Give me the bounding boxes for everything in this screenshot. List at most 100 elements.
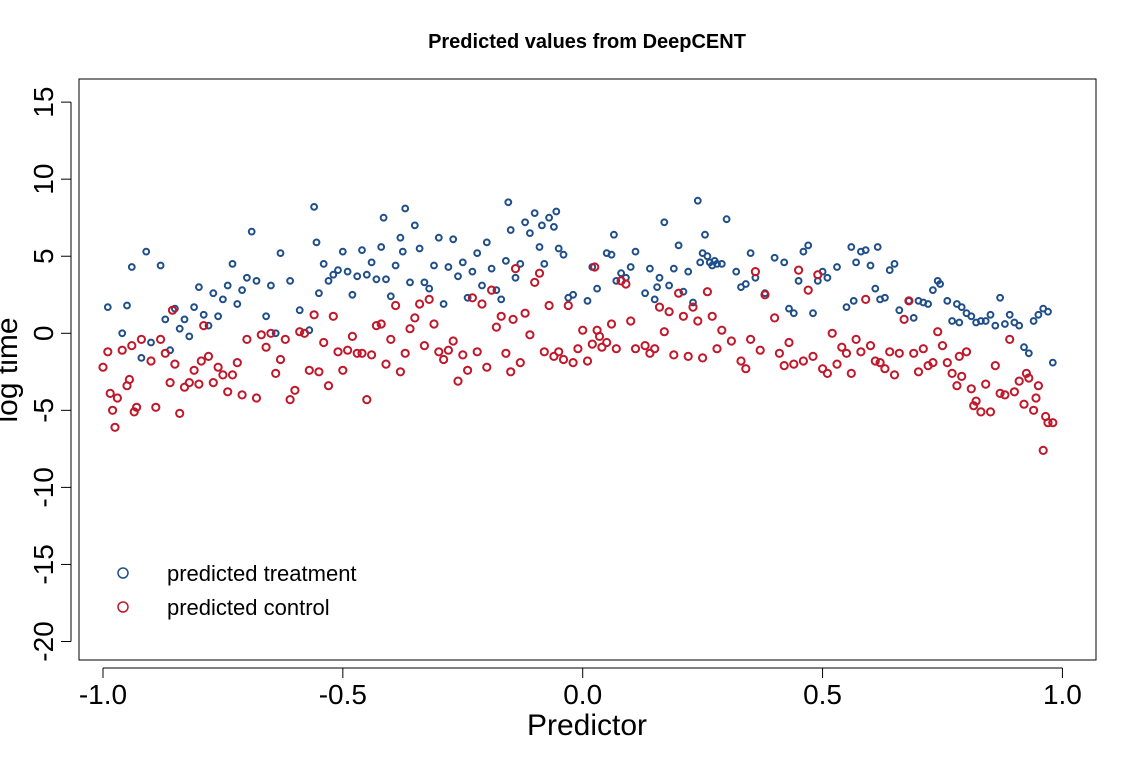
data-point [684, 267, 693, 276]
data-point [626, 263, 635, 271]
data-point [525, 330, 535, 340]
data-point [190, 303, 199, 312]
data-point [275, 354, 286, 365]
data-point [103, 347, 113, 357]
data-point [918, 344, 928, 354]
data-point [443, 345, 453, 355]
data-point [794, 265, 804, 275]
data-point [678, 311, 689, 321]
data-point [750, 267, 761, 277]
data-point [323, 381, 334, 391]
data-point [544, 300, 554, 311]
data-point [545, 213, 553, 222]
data-point [852, 258, 860, 267]
data-point [612, 277, 621, 285]
data-point [105, 388, 115, 398]
data-point [124, 374, 134, 385]
data-point [698, 353, 708, 363]
data-point [449, 235, 458, 244]
data-point [478, 281, 486, 290]
data-point [425, 284, 434, 293]
data-point [818, 364, 828, 374]
data-point [98, 362, 108, 372]
data-point [837, 342, 847, 352]
data-point [1034, 310, 1043, 319]
data-point [391, 300, 401, 311]
x-tick-label: 0.5 [803, 679, 842, 710]
data-point [664, 307, 674, 317]
data-point [386, 292, 395, 301]
data-point [799, 247, 808, 256]
data-points [98, 196, 1058, 455]
data-point [477, 299, 487, 309]
data-point [1019, 399, 1029, 409]
data-point [770, 313, 780, 323]
data-point [208, 378, 218, 388]
data-point [439, 354, 449, 365]
data-point [587, 339, 597, 349]
data-point [669, 264, 678, 273]
data-point [521, 218, 529, 227]
data-point [362, 395, 372, 405]
data-point [492, 286, 501, 295]
data-point [650, 344, 660, 354]
data-point [324, 277, 333, 285]
data-point [424, 294, 434, 304]
data-point [136, 334, 146, 344]
data-point [654, 302, 665, 312]
data-point [866, 261, 875, 270]
legend-label: predicted treatment [167, 561, 357, 586]
x-tick-label: -1.0 [79, 679, 127, 710]
x-axis: -1.0 -0.5 0.0 0.5 1.0 [79, 667, 1082, 710]
data-point [420, 278, 429, 287]
data-point [434, 233, 443, 242]
data-point [971, 396, 981, 406]
data-point [621, 279, 631, 289]
data-point [865, 341, 876, 351]
data-point [415, 244, 424, 253]
data-point [689, 298, 697, 307]
data-point [611, 344, 621, 354]
data-point [516, 260, 525, 268]
data-point [881, 293, 889, 302]
data-point [530, 209, 539, 218]
data-point [482, 362, 492, 372]
data-point [180, 315, 189, 324]
data-point [794, 277, 803, 285]
data-point [861, 294, 871, 304]
data-point [847, 243, 856, 251]
data-point [913, 367, 924, 377]
data-point [214, 312, 223, 321]
data-point [110, 422, 120, 432]
data-point [991, 321, 1000, 330]
data-point [467, 293, 477, 303]
data-point [1000, 390, 1010, 400]
data-point [267, 281, 275, 290]
data-point [665, 281, 673, 290]
legend: predicted treatment predicted control [117, 561, 357, 620]
data-point [161, 315, 170, 324]
data-point [784, 337, 794, 348]
data-point [660, 218, 669, 227]
data-point [947, 368, 957, 378]
data-point [179, 382, 190, 392]
data-point [1033, 381, 1044, 391]
data-point [909, 314, 918, 322]
data-point [785, 304, 793, 313]
data-point [496, 311, 506, 321]
data-point [515, 358, 525, 368]
data-point [702, 287, 713, 297]
data-point [367, 350, 377, 360]
data-point [491, 322, 501, 332]
data-point [774, 348, 785, 358]
data-point [382, 275, 390, 284]
data-point [1048, 358, 1057, 367]
data-point [367, 258, 376, 267]
data-point [885, 266, 894, 275]
data-point [870, 356, 880, 366]
data-point [717, 325, 727, 335]
data-point [929, 286, 937, 295]
data-point [552, 207, 561, 216]
data-point [329, 270, 338, 279]
data-point [167, 305, 178, 315]
